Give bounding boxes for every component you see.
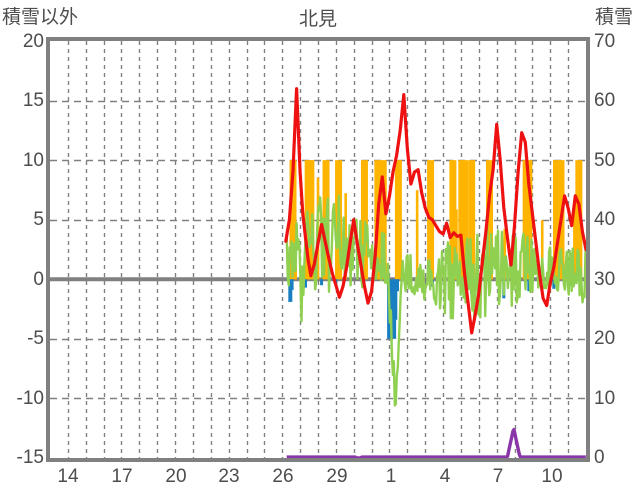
x-tick-9: 10 xyxy=(541,466,563,487)
y-tick-right-6: 10 xyxy=(594,388,616,409)
plot-area xyxy=(50,41,586,458)
y-tick-left-5: -5 xyxy=(27,328,44,349)
y-tick-left-4: 0 xyxy=(33,269,44,290)
right-axis-title: 積雪 xyxy=(594,7,633,28)
y-tick-left-0: 20 xyxy=(22,31,44,52)
left-axis-title: 積雪以外 xyxy=(2,7,79,28)
chart-canvas xyxy=(50,41,586,458)
y-tick-right-5: 20 xyxy=(594,328,616,349)
y-tick-right-2: 50 xyxy=(594,150,616,171)
x-tick-8: 7 xyxy=(492,466,504,487)
y-tick-left-7: -15 xyxy=(16,447,44,468)
x-tick-5: 29 xyxy=(326,466,348,487)
chart-title: 北見 xyxy=(298,9,337,30)
y-tick-left-6: -10 xyxy=(16,388,44,409)
x-tick-4: 26 xyxy=(272,466,294,487)
x-tick-6: 1 xyxy=(385,466,397,487)
x-tick-3: 23 xyxy=(218,466,240,487)
y-tick-right-1: 60 xyxy=(594,90,616,111)
y-tick-left-3: 5 xyxy=(33,209,44,230)
x-tick-2: 20 xyxy=(165,466,187,487)
y-tick-right-4: 30 xyxy=(594,269,616,290)
y-tick-right-3: 40 xyxy=(594,209,616,230)
x-tick-0: 14 xyxy=(57,466,79,487)
x-tick-1: 17 xyxy=(111,466,133,487)
y-tick-right-0: 70 xyxy=(594,31,616,52)
y-tick-right-7: 0 xyxy=(594,447,605,468)
y-tick-left-2: 10 xyxy=(22,150,44,171)
x-tick-7: 4 xyxy=(439,466,451,487)
y-tick-left-1: 15 xyxy=(22,90,44,111)
